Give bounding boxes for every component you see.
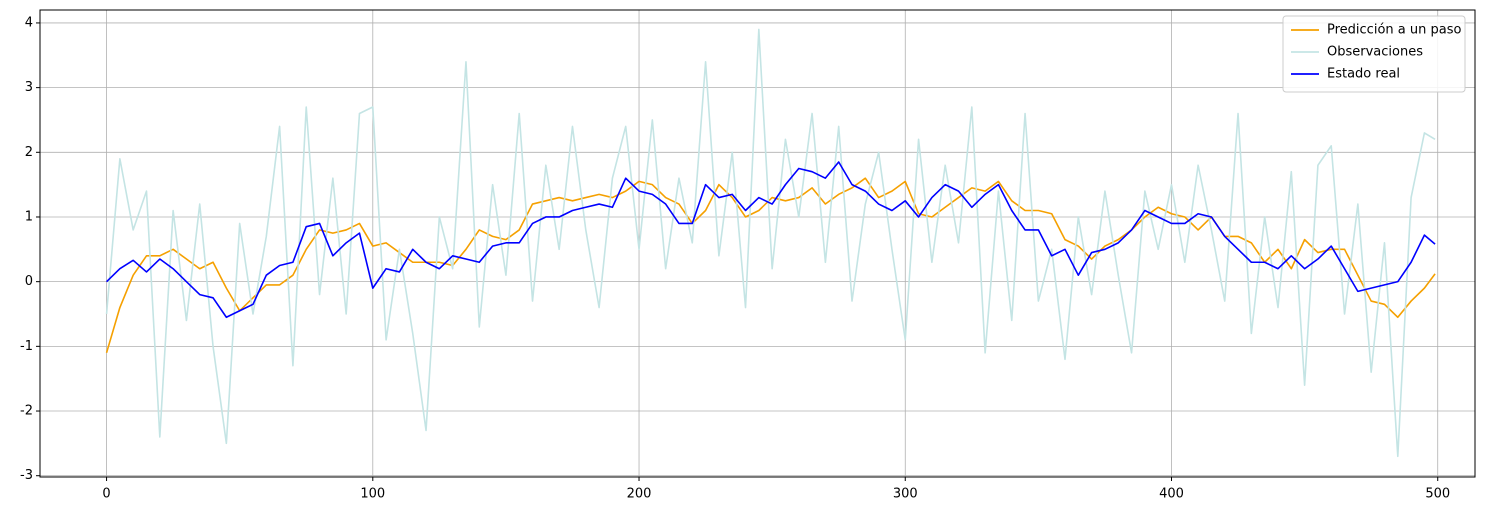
x-tick-label: 300 <box>893 487 918 502</box>
legend-box <box>1282 15 1466 93</box>
x-tick-label: 0 <box>102 487 110 502</box>
series-line <box>105 28 1436 458</box>
y-tick-label: 4 <box>25 15 33 30</box>
axes-frame <box>39 9 1476 478</box>
x-tick-label: 100 <box>360 487 385 502</box>
legend-label: Estado real <box>1327 67 1400 82</box>
legend-label: Predicción a un paso <box>1327 23 1461 38</box>
ticks: 0 100 200 300 400 500 -3 -2 -1 0 1 2 3 4 <box>20 15 1450 501</box>
y-tick-label: -2 <box>20 404 33 419</box>
legend: Predicción a un paso Observaciones Estado … <box>1282 15 1466 93</box>
x-tick-label: 200 <box>627 487 652 502</box>
y-tick-label: 3 <box>25 80 33 95</box>
plot-area <box>40 10 1475 477</box>
lines <box>105 28 1436 458</box>
legend-label: Observaciones <box>1327 45 1423 60</box>
series-line <box>106 161 1436 319</box>
x-tick-label: 500 <box>1425 487 1450 502</box>
y-tick-label: -1 <box>20 339 33 354</box>
y-tick-label: 0 <box>25 274 33 289</box>
y-tick-label: -3 <box>20 468 33 483</box>
y-tick-label: 1 <box>25 209 33 224</box>
x-tick-label: 400 <box>1159 487 1184 502</box>
y-tick-label: 2 <box>25 145 33 160</box>
